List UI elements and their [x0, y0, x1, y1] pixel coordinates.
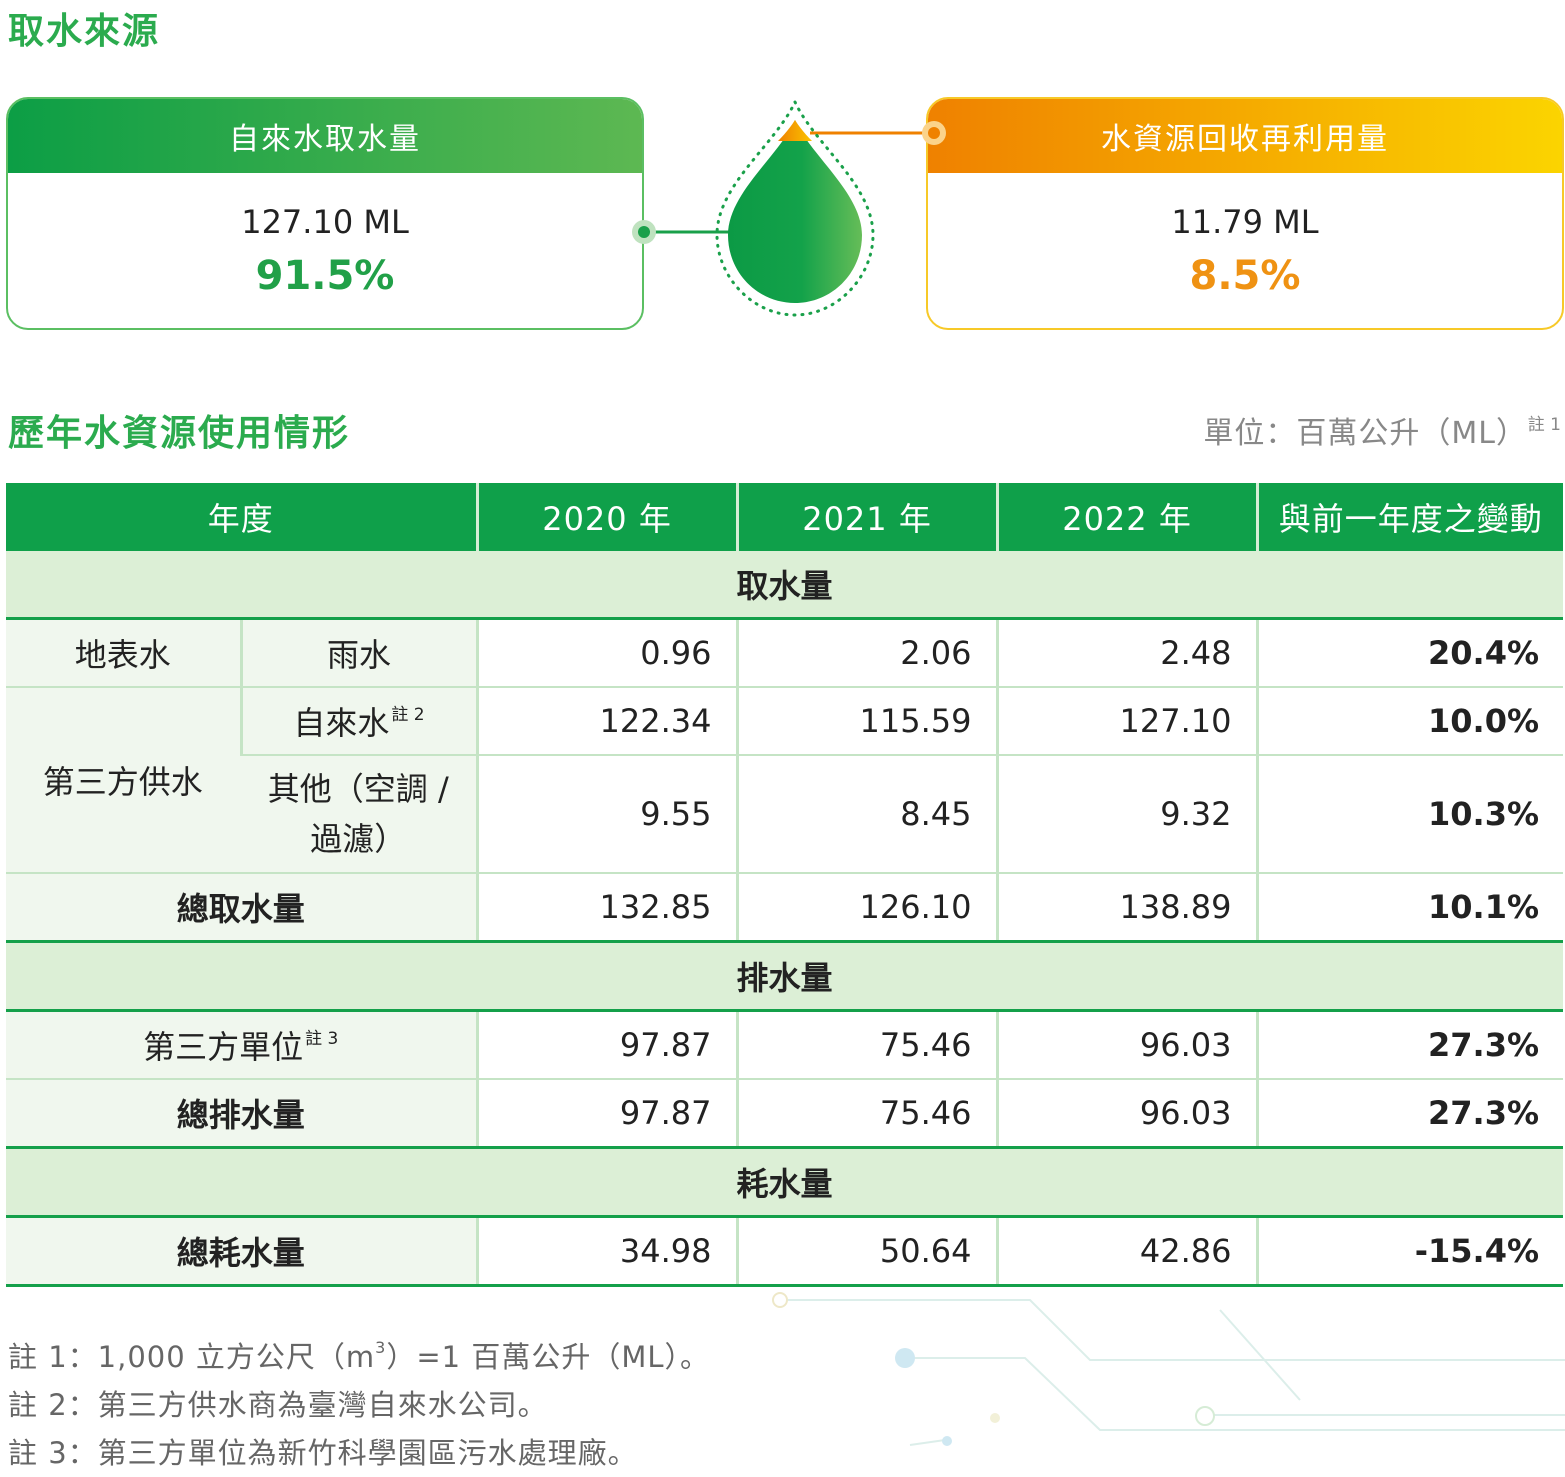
cell-value: 9.32: [995, 755, 1258, 874]
header-2022: 2022 年: [995, 483, 1258, 551]
footnotes: 註 1：1,000 立方公尺（m3）=1 百萬公升（ML）。 註 2：第三方供水…: [8, 1324, 710, 1477]
table-row: 其他（空調 / 過濾） 9.55 8.45 9.32 10.3%: [6, 755, 1564, 874]
cell-change: 27.3%: [1255, 1010, 1564, 1080]
cell-value: 96.03: [995, 1079, 1258, 1149]
row-group-surface-water: 地表水: [6, 618, 241, 688]
cell-value: 8.45: [735, 755, 998, 874]
table-row: 總排水量 97.87 75.46 96.03 27.3%: [6, 1079, 1564, 1149]
row-label-other: 其他（空調 / 過濾）: [241, 755, 478, 874]
recycled-water-percent: 8.5%: [1189, 253, 1301, 299]
water-drop-icon: [632, 98, 946, 317]
cell-value: 75.46: [735, 1079, 998, 1149]
section-discharge-row: 排水量: [6, 941, 1564, 1012]
tap-water-card-title: 自來水取水量: [8, 99, 642, 173]
section-title-water-sources: 取水來源: [8, 11, 161, 52]
footnote-3: 註 3：第三方單位為新竹科學園區污水處理廠。: [8, 1436, 638, 1470]
row-group-third-party-supply: 第三方供水: [6, 687, 241, 874]
table-row: 地表水 雨水 0.96 2.06 2.48 20.4%: [6, 618, 1564, 688]
cell-value: 2.48: [995, 618, 1258, 688]
cell-value: 50.64: [735, 1216, 998, 1287]
table-row: 總取水量 132.85 126.10 138.89 10.1%: [6, 873, 1564, 943]
cell-value: 9.55: [475, 755, 738, 874]
header-year: 年度: [6, 483, 478, 551]
unit-label: 單位：百萬公升（ML）: [1203, 416, 1527, 451]
tap-water-percent: 91.5%: [255, 253, 395, 299]
table-header-row: 年度 2020 年 2021 年 2022 年 與前一年度之變動: [6, 483, 1564, 551]
section-consumption-row: 耗水量: [6, 1147, 1564, 1218]
section-discharge-label: 排水量: [6, 941, 1564, 1012]
cell-value: 34.98: [475, 1216, 738, 1287]
cell-value: 97.87: [475, 1079, 738, 1149]
cell-value: 0.96: [475, 618, 738, 688]
row-label-total-consumption: 總耗水量: [6, 1216, 478, 1287]
tap-water-card: 自來水取水量 127.10 ML 91.5%: [6, 97, 644, 330]
section-consumption-label: 耗水量: [6, 1147, 1564, 1218]
header-2021: 2021 年: [735, 483, 998, 551]
cell-value: 132.85: [475, 873, 738, 943]
water-usage-table: 年度 2020 年 2021 年 2022 年 與前一年度之變動 取水量 地表水…: [6, 483, 1564, 1287]
row-label-rainwater: 雨水: [239, 618, 478, 688]
section-title-historical-usage: 歷年水資源使用情形: [8, 413, 351, 454]
cell-value: 122.34: [475, 687, 738, 756]
cell-value: 115.59: [735, 687, 998, 756]
cell-change: 10.0%: [1255, 687, 1564, 756]
cell-change: 27.3%: [1255, 1079, 1564, 1149]
recycled-water-amount: 11.79 ML: [1171, 203, 1319, 241]
table-row: 第三方單位註 3 97.87 75.46 96.03 27.3%: [6, 1010, 1564, 1080]
section-withdrawal-row: 取水量: [6, 551, 1564, 620]
section-withdrawal-label: 取水量: [6, 551, 1564, 620]
row-label-total-withdrawal: 總取水量: [6, 873, 478, 943]
table-row: 第三方供水 自來水註 2 122.34 115.59 127.10 10.0%: [6, 687, 1564, 874]
cell-value: 127.10: [995, 687, 1258, 756]
cell-change: 20.4%: [1255, 618, 1564, 688]
cell-value: 2.06: [735, 618, 998, 688]
cell-change: -15.4%: [1255, 1216, 1564, 1287]
row-label-third-party-unit: 第三方單位註 3: [6, 1010, 478, 1080]
cell-value: 126.10: [735, 873, 998, 943]
circuit-decoration: [772, 1292, 1565, 1446]
cell-change: 10.1%: [1255, 873, 1564, 943]
row-label-total-discharge: 總排水量: [6, 1079, 478, 1149]
cell-change: 10.3%: [1255, 755, 1564, 874]
tap-water-amount: 127.10 ML: [241, 203, 409, 241]
cell-value: 97.87: [475, 1010, 738, 1080]
cell-value: 42.86: [995, 1216, 1258, 1287]
header-change: 與前一年度之變動: [1255, 483, 1564, 551]
unit-footnote-ref: 註 1: [1527, 415, 1561, 435]
cell-value: 96.03: [995, 1010, 1258, 1080]
cell-value: 138.89: [995, 873, 1258, 943]
header-2020: 2020 年: [475, 483, 738, 551]
recycled-water-card: 水資源回收再利用量 11.79 ML 8.5%: [926, 97, 1564, 330]
footnote-2: 註 2：第三方供水商為臺灣自來水公司。: [8, 1388, 548, 1422]
row-label-tap-water: 自來水註 2: [239, 687, 478, 756]
recycled-water-card-title: 水資源回收再利用量: [928, 99, 1562, 173]
cell-value: 75.46: [735, 1010, 998, 1080]
footnote-1: 註 1：1,000 立方公尺（m3）=1 百萬公升（ML）。: [8, 1338, 711, 1374]
table-row: 總耗水量 34.98 50.64 42.86 -15.4%: [6, 1216, 1564, 1287]
